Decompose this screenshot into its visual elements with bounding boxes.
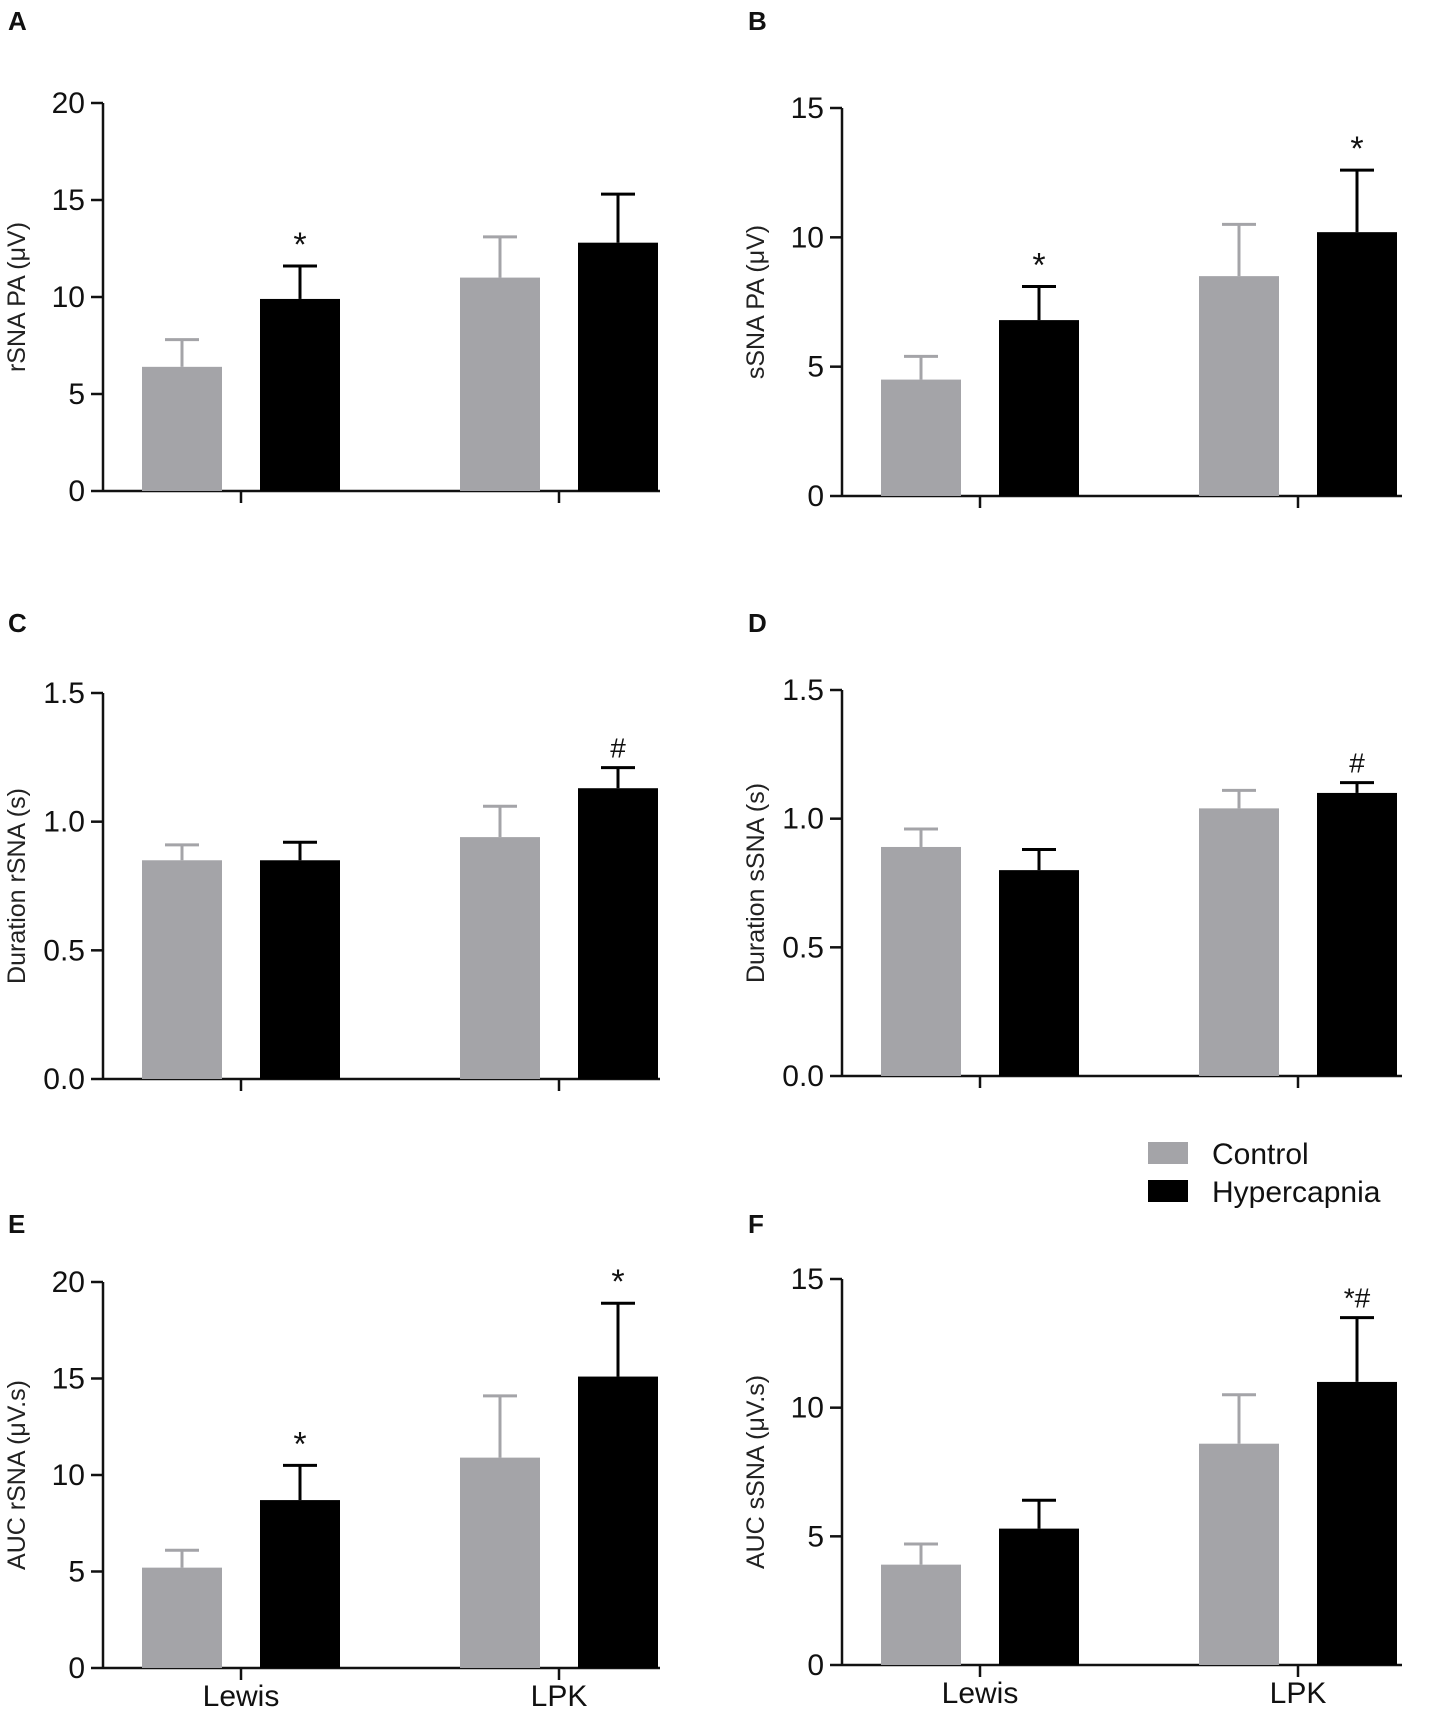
panel-letter: F (748, 1209, 764, 1239)
y-tick-label: 10 (791, 1392, 824, 1425)
y-tick-label: 0.0 (43, 1063, 85, 1096)
bar-control-lewis (142, 860, 222, 1079)
bar-control-lpk (1199, 808, 1279, 1076)
bar-control-lpk (1199, 276, 1279, 496)
panel-letter: A (8, 6, 27, 36)
x-tick-label: LPK (531, 1680, 588, 1711)
significance-marker: * (1032, 246, 1045, 284)
y-tick-label: 0 (807, 1649, 824, 1682)
y-tick-label: 0 (807, 480, 824, 513)
y-tick-label: 20 (52, 1266, 85, 1299)
bar-hypercapnia-lewis (260, 298, 340, 491)
x-tick-label: Lewis (203, 1680, 280, 1711)
significance-marker: # (1349, 748, 1365, 779)
bar-control-lewis (881, 379, 961, 496)
bar-control-lpk (460, 1457, 540, 1668)
bar-hypercapnia-lewis (260, 1500, 340, 1668)
y-axis-title: sSNA PA (μV) (742, 225, 770, 379)
y-tick-label: 15 (52, 1363, 85, 1396)
y-axis-title: AUC sSNA (μV.s) (742, 1375, 770, 1569)
panel-letter: D (748, 608, 767, 638)
panel-d: D 0.0 0.5 1.0 1.5 Duration sSNA (s) # (742, 608, 1402, 1093)
panel-f: F 0 5 10 15 AUC sSNA (μV.s) Lewis LPK *# (742, 1209, 1402, 1710)
y-axis-title: rSNA PA (μV) (3, 222, 31, 372)
y-tick-label: 15 (791, 1263, 824, 1296)
bar-hypercapnia-lpk (578, 788, 658, 1079)
x-tick-label: Lewis (942, 1677, 1019, 1710)
panel-letter: B (748, 6, 767, 36)
y-tick-label: 5 (68, 1556, 85, 1589)
bar-hypercapnia-lpk (1317, 232, 1397, 496)
y-tick-label: 0.5 (782, 931, 824, 964)
panel-b: B 0 5 10 15 sSNA PA (μV) * * (742, 6, 1402, 513)
bar-hypercapnia-lpk (1317, 1381, 1397, 1665)
significance-marker: * (293, 226, 306, 264)
y-axis-title: Duration sSNA (s) (742, 783, 770, 983)
y-tick-label: 10 (791, 221, 824, 254)
y-tick-label: 15 (791, 92, 824, 125)
bar-control-lewis (881, 1564, 961, 1665)
significance-marker: * (1350, 130, 1363, 168)
y-tick-label: 1.0 (782, 803, 824, 836)
bar-hypercapnia-lewis (999, 320, 1079, 496)
bar-control-lewis (142, 1567, 222, 1668)
y-tick-label: 10 (52, 281, 85, 314)
bar-control-lewis (881, 846, 961, 1076)
bar-control-lpk (460, 277, 540, 491)
y-tick-label: 20 (52, 87, 85, 120)
bar-control-lewis (142, 366, 222, 491)
x-tick-label: LPK (1270, 1677, 1327, 1710)
bar-control-lpk (1199, 1443, 1279, 1665)
significance-marker: # (610, 733, 626, 764)
panel-c: C 0.0 0.5 1.0 1.5 Duration rSNA (s) # (3, 608, 660, 1096)
significance-marker: *# (1344, 1283, 1371, 1314)
bar-hypercapnia-lpk (578, 1376, 658, 1668)
bar-hypercapnia-lpk (1317, 792, 1397, 1076)
significance-marker: * (293, 1425, 306, 1463)
bar-hypercapnia-lewis (999, 1528, 1079, 1665)
legend-label-hypercapnia: Hypercapnia (1212, 1176, 1381, 1209)
y-tick-label: 0 (68, 475, 85, 508)
y-axis-title: AUC rSNA (μV.s) (3, 1380, 31, 1570)
y-tick-label: 5 (807, 1520, 824, 1553)
legend-swatch-hypercapnia (1148, 1180, 1188, 1202)
legend: Control Hypercapnia (1148, 1138, 1381, 1209)
legend-swatch-control (1148, 1142, 1188, 1164)
bar-hypercapnia-lpk (578, 242, 658, 491)
panel-letter: C (8, 608, 27, 638)
panel-e: E 0 5 10 15 20 AUC rSNA (μV.s) Lewis * LPK * (3, 1209, 660, 1711)
bar-hypercapnia-lewis (260, 860, 340, 1079)
y-axis-title: Duration rSNA (s) (3, 788, 31, 984)
significance-marker: * (611, 1263, 624, 1301)
panel-letter: E (8, 1209, 25, 1239)
y-tick-label: 1.0 (43, 806, 85, 839)
panels: A 0 5 10 15 20 rSNA PA (μV) * B 0 5 10 15 sSNA PA (μV… (3, 6, 1402, 1711)
y-tick-label: 5 (807, 351, 824, 384)
y-tick-label: 0.5 (43, 934, 85, 967)
bar-control-lpk (460, 837, 540, 1079)
panel-a: A 0 5 10 15 20 rSNA PA (μV) * (3, 6, 660, 508)
y-tick-label: 10 (52, 1459, 85, 1492)
bar-hypercapnia-lewis (999, 870, 1079, 1076)
y-tick-label: 1.5 (43, 677, 85, 710)
y-tick-label: 15 (52, 184, 85, 217)
y-tick-label: 5 (68, 378, 85, 411)
y-tick-label: 0.0 (782, 1060, 824, 1093)
y-tick-label: 0 (68, 1652, 85, 1685)
legend-label-control: Control (1212, 1138, 1309, 1171)
y-tick-label: 1.5 (782, 674, 824, 707)
